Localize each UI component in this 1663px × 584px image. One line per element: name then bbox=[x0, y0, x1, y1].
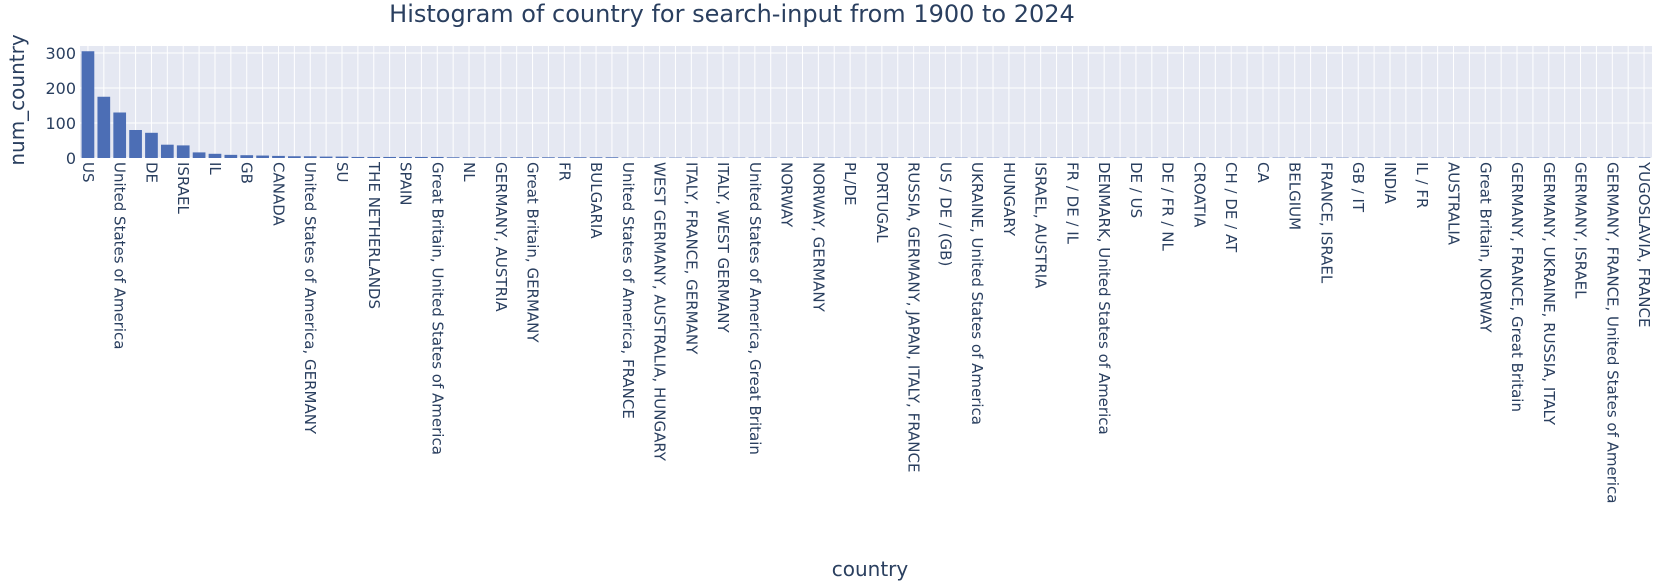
x-tick-label: PORTUGAL bbox=[873, 162, 891, 243]
bar bbox=[176, 145, 190, 158]
x-tick-label: CA bbox=[1254, 162, 1272, 183]
bars bbox=[81, 51, 1651, 158]
x-tick-label: THE NETHERLANDS bbox=[365, 161, 383, 309]
bar bbox=[113, 112, 127, 158]
x-tick-label: NORWAY, GERMANY bbox=[809, 162, 827, 313]
x-tick-label: IL bbox=[206, 162, 224, 175]
x-tick-label: HUNGARY bbox=[1000, 162, 1018, 237]
x-tick-label: BELGIUM bbox=[1286, 162, 1304, 230]
bar bbox=[542, 157, 555, 158]
x-tick-label: AUSTRALIA bbox=[1445, 162, 1463, 246]
bar bbox=[557, 157, 571, 158]
x-axis-title: country bbox=[832, 557, 909, 581]
bar bbox=[303, 156, 317, 158]
bar bbox=[446, 157, 460, 158]
x-tick-label: DE / US bbox=[1127, 162, 1145, 218]
x-tick-label: IL / FR bbox=[1413, 162, 1431, 208]
x-tick-label: WEST GERMANY, AUSTRALIA, HUNGARY bbox=[651, 162, 669, 462]
x-tick-label: GERMANY, UKRAINE, RUSSIA, ITALY bbox=[1540, 162, 1558, 426]
y-tick-label: 100 bbox=[45, 114, 76, 133]
x-tick-label: INDIA bbox=[1381, 162, 1399, 205]
bar bbox=[383, 156, 396, 158]
x-tick-label: UKRAINE, United States of America bbox=[968, 162, 986, 425]
x-tick-label: FR bbox=[555, 162, 573, 181]
bar bbox=[288, 156, 301, 158]
bar bbox=[605, 157, 619, 158]
bar bbox=[81, 51, 95, 158]
x-tick-label: GERMANY, AUSTRIA bbox=[492, 162, 510, 312]
y-axis-title: num_country bbox=[5, 34, 29, 165]
x-tick-label: ITALY, WEST GERMANY bbox=[714, 162, 732, 333]
x-tick-label: SPAIN bbox=[397, 162, 415, 206]
x-tick-label: GB bbox=[238, 162, 256, 184]
x-tick-label: United States of America, GERMANY bbox=[301, 162, 319, 435]
bar bbox=[129, 130, 142, 158]
y-tick-label: 300 bbox=[45, 44, 76, 63]
x-tick-label: PL/DE bbox=[841, 162, 859, 205]
x-tick-label: YUGOSLAVIA, FRANCE bbox=[1635, 161, 1653, 327]
x-tick-label: ISRAEL bbox=[174, 162, 192, 214]
x-tick-label: NORWAY bbox=[778, 162, 796, 228]
bar bbox=[240, 155, 254, 158]
bar bbox=[208, 153, 222, 158]
bar bbox=[351, 156, 365, 158]
x-tick-label: DE / FR / NL bbox=[1159, 162, 1177, 251]
y-tick-label: 200 bbox=[45, 79, 76, 98]
x-tick-label: NL bbox=[460, 162, 478, 182]
bar bbox=[478, 157, 492, 158]
x-tick-label: SU bbox=[333, 162, 351, 183]
x-tick-label: United States of America, Great Britain bbox=[746, 162, 764, 455]
x-tick-label: DE bbox=[142, 162, 160, 183]
x-tick-label: US / DE / (GB) bbox=[936, 162, 954, 266]
x-tick-label: Great Britain, United States of America bbox=[428, 162, 446, 455]
y-axis-ticks: 0 100 200 300 bbox=[45, 44, 76, 168]
x-tick-label: Great Britain, GERMANY bbox=[524, 162, 542, 343]
bar bbox=[160, 144, 174, 158]
x-tick-label: GERMANY, FRANCE, Great Britain bbox=[1508, 162, 1526, 412]
bar bbox=[97, 96, 111, 158]
gridlines bbox=[80, 46, 1652, 159]
bar bbox=[430, 156, 444, 158]
bar bbox=[415, 156, 428, 158]
bar bbox=[526, 157, 539, 158]
chart-title: Histogram of country for search-input fr… bbox=[389, 0, 1075, 28]
x-tick-label: ITALY, FRANCE, GERMANY bbox=[682, 162, 700, 355]
x-tick-label: FR / DE / IL bbox=[1063, 162, 1081, 245]
x-tick-label: FRANCE, ISRAEL bbox=[1317, 162, 1335, 284]
bar bbox=[272, 155, 285, 158]
bar bbox=[573, 157, 587, 158]
bar bbox=[335, 156, 349, 158]
bar bbox=[224, 154, 238, 158]
x-tick-label: GB / IT bbox=[1349, 162, 1367, 213]
bar bbox=[399, 156, 412, 158]
x-tick-label: BULGARIA bbox=[587, 162, 605, 239]
bar bbox=[494, 157, 508, 158]
x-tick-label: United States of America bbox=[111, 162, 129, 349]
y-tick-label: 0 bbox=[66, 149, 76, 168]
x-tick-label: CH / DE / AT bbox=[1222, 162, 1240, 253]
bar bbox=[510, 157, 524, 158]
x-tick-label: ISRAEL, AUSTRIA bbox=[1032, 162, 1050, 289]
x-tick-label: United States of America, FRANCE bbox=[619, 162, 637, 419]
bar bbox=[462, 157, 476, 158]
x-tick-label: DENMARK, United States of America bbox=[1095, 162, 1113, 435]
x-tick-label: US bbox=[79, 162, 97, 183]
bar bbox=[256, 155, 269, 158]
bar bbox=[367, 156, 381, 158]
bar bbox=[145, 132, 158, 158]
bar bbox=[319, 156, 333, 158]
x-tick-label: CROATIA bbox=[1190, 162, 1208, 228]
bar bbox=[192, 152, 206, 158]
x-tick-label: GERMANY, ISRAEL bbox=[1572, 162, 1590, 299]
x-tick-label: RUSSIA, GERMANY, JAPAN, ITALY, FRANCE bbox=[905, 162, 923, 472]
bar bbox=[589, 157, 603, 158]
x-tick-label: CANADA bbox=[269, 162, 287, 227]
x-tick-label: GERMANY, FRANCE, United States of Americ… bbox=[1603, 162, 1621, 504]
x-tick-label: Great Britain, NORWAY bbox=[1476, 162, 1494, 333]
x-axis-ticks: US United States of America DE ISRAEL IL GB CA… bbox=[79, 161, 1653, 504]
